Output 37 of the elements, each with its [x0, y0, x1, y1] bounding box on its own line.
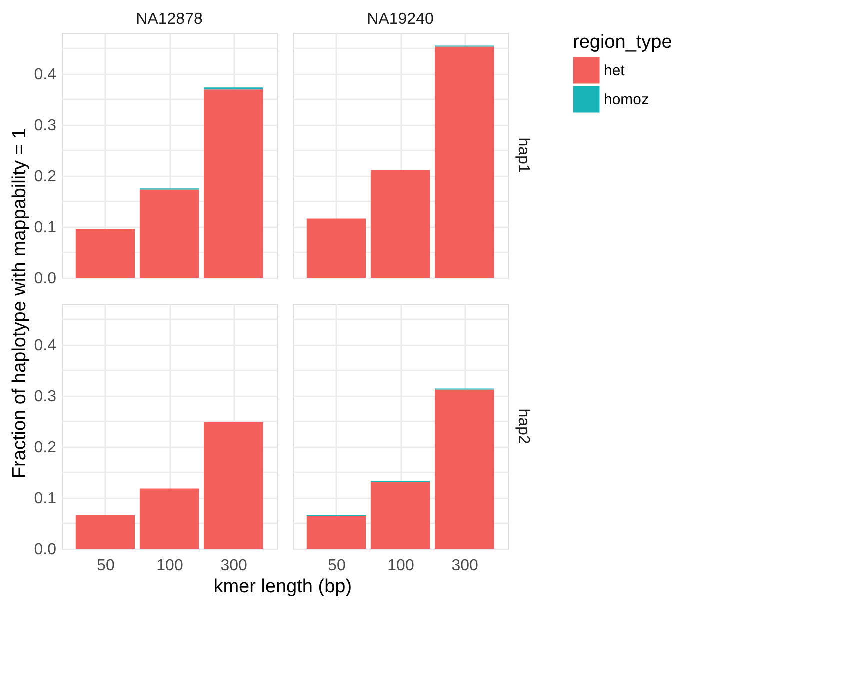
bar [204, 422, 264, 549]
y2-axis-title: hap2 [515, 408, 532, 444]
y-tick-label: 0.4 [34, 66, 57, 84]
legend-label: homoz [604, 92, 650, 108]
bar [435, 46, 494, 278]
y-tick-label: 0.4 [34, 337, 57, 354]
y-axis-title: Fraction of haplotype with mappability = 1 [9, 128, 30, 479]
bar [435, 390, 494, 549]
bar [370, 482, 430, 549]
y2-axis-title: hap1 [515, 138, 532, 174]
y-tick-label: 0.2 [34, 439, 57, 456]
y-tick-label: 0.2 [34, 168, 57, 186]
chart-title: NA12878 [136, 11, 203, 28]
x-tick-label: 100 [156, 558, 184, 574]
y-tick-label: 0.1 [34, 490, 57, 508]
bar [140, 488, 200, 549]
x-tick-label: 100 [388, 558, 414, 574]
legend-label: het [604, 62, 626, 80]
y-tick-label: 0.1 [34, 219, 57, 236]
bar [76, 515, 135, 549]
x-tick-label: 300 [452, 558, 479, 574]
x-tick-label: 50 [97, 558, 115, 574]
chart-title: NA19240 [367, 11, 434, 28]
x-tick-label: 50 [328, 558, 346, 574]
bar [204, 90, 264, 278]
x-axis-title: kmer length (bp) [214, 576, 352, 598]
bar [370, 170, 430, 278]
y-tick-label: 0.0 [34, 270, 57, 288]
bar [140, 190, 200, 278]
bar [306, 516, 366, 549]
y-tick-label: 0.3 [34, 117, 57, 134]
bar [306, 218, 366, 278]
y-tick-label: 0.0 [34, 542, 57, 558]
bar [76, 229, 135, 278]
x-tick-label: 300 [220, 558, 248, 574]
y-tick-label: 0.3 [34, 388, 57, 406]
legend-title: region_type [573, 32, 672, 53]
